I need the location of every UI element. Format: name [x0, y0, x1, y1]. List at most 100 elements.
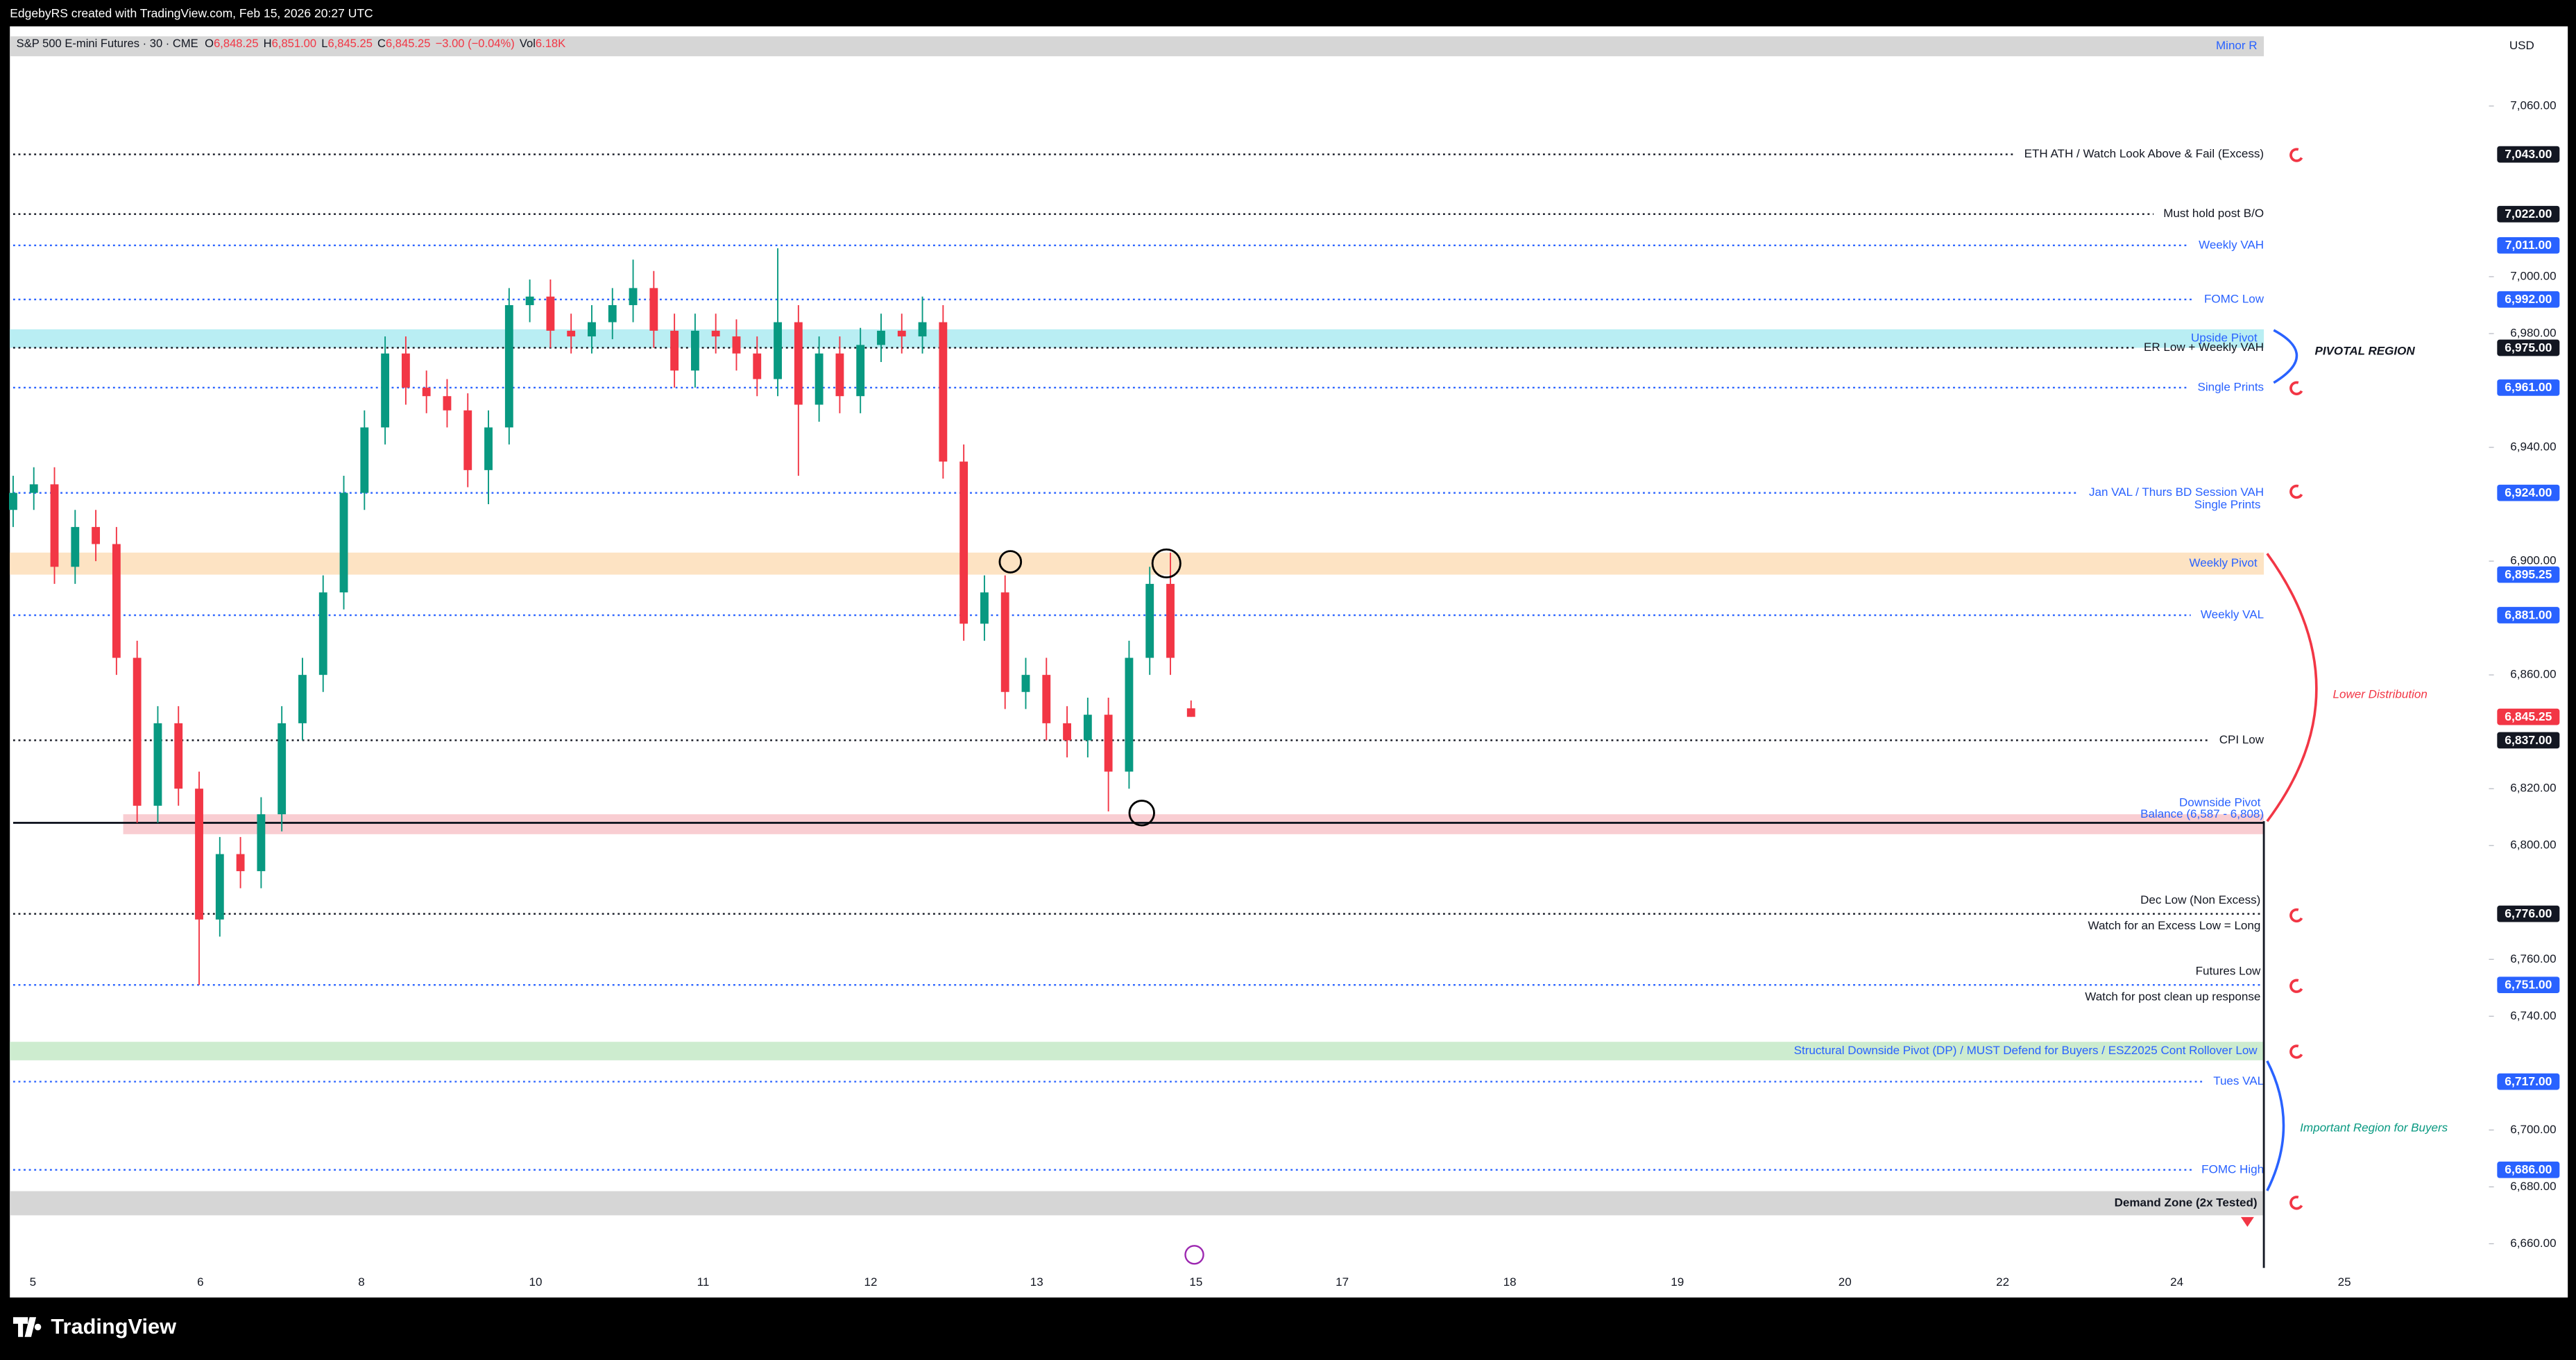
zone [123, 814, 2264, 834]
candle-body [112, 544, 121, 658]
candle-body [278, 723, 287, 815]
level-label: Weekly VAH [2199, 238, 2264, 251]
candle-body [567, 330, 576, 337]
x-tick-label: 8 [358, 1275, 364, 1289]
brand: TradingView [51, 1314, 176, 1339]
y-tick-label: 6,760.00 [2510, 952, 2556, 965]
highlight-circle [998, 550, 1023, 574]
candle-body [835, 353, 844, 397]
candle-body [504, 304, 513, 428]
x-tick-label: 10 [529, 1275, 542, 1289]
zone [10, 552, 2264, 575]
candle-body [649, 288, 658, 331]
price-tag-label: 6,845.25 [2505, 709, 2552, 723]
y-tick-label: 6,820.00 [2510, 782, 2556, 795]
price-tag-label: 6,992.00 [2505, 292, 2552, 306]
annotation: PIVOTAL REGION [2314, 344, 2415, 357]
candle-body [629, 288, 638, 305]
x-tick-label: 5 [30, 1275, 36, 1289]
zone-label: Demand Zone (2x Tested) [2115, 1196, 2258, 1209]
candle-body [1042, 675, 1051, 723]
y-tick-label: 6,900.00 [2510, 554, 2556, 567]
ohlc-key: O [205, 37, 214, 50]
zone-label: Minor R [2216, 39, 2258, 52]
price-tag-label: 6,837.00 [2505, 733, 2552, 747]
candle-body [174, 723, 183, 789]
candle-body [29, 484, 38, 493]
x-tick-label: 18 [1503, 1275, 1517, 1289]
price-tag-label: 6,961.00 [2505, 380, 2552, 394]
annotation: Important Region for Buyers [2300, 1121, 2448, 1134]
candle-body [690, 330, 699, 371]
currency[interactable]: USD [2509, 39, 2534, 52]
candle-body [133, 657, 142, 806]
alerts [2289, 148, 2303, 1210]
level-note: Watch for an Excess Low = Long [2088, 919, 2261, 932]
price-tag-label: 6,776.00 [2505, 906, 2552, 920]
candle-body [1000, 592, 1009, 692]
candle-body [1125, 657, 1134, 772]
level-label: Must hold post B/O [2163, 207, 2264, 220]
candle-body [318, 592, 327, 675]
price-tag-label: 6,924.00 [2505, 485, 2552, 499]
level-label: CPI Low [2219, 733, 2264, 746]
candle-body [443, 396, 452, 411]
event-icon[interactable] [1184, 1245, 1204, 1265]
change: −3.00 (−0.04%) [436, 37, 515, 50]
candle-body [546, 296, 555, 331]
candle-body [1145, 583, 1154, 658]
x-tick-label: 17 [1336, 1275, 1349, 1289]
y-tick-label: 7,060.00 [2510, 98, 2556, 112]
zone [10, 1042, 2264, 1060]
price-tag [2497, 205, 2560, 223]
x-tick-label: 15 [1189, 1275, 1202, 1289]
x-tick-label: 25 [2338, 1275, 2351, 1289]
y-tick-label: 6,940.00 [2510, 440, 2556, 454]
price-tag-label: 6,895.25 [2505, 567, 2552, 581]
level-label: Single Prints [2197, 380, 2264, 393]
level-note: Watch for post clean up response [2085, 990, 2260, 1003]
zone [10, 1191, 2264, 1216]
candle-body [897, 330, 906, 337]
zone [10, 36, 2264, 57]
level-label: Tues VAL [2213, 1074, 2264, 1087]
ohlc-value: 6,845.25 [327, 37, 372, 50]
candle-body [980, 592, 989, 624]
level-label: ETH ATH / Watch Look Above & Fail (Exces… [2024, 147, 2264, 160]
candle-body [1021, 675, 1030, 692]
price-tag [2497, 566, 2560, 583]
y-tick-label: 6,860.00 [2510, 668, 2556, 681]
highlight-circle [1128, 800, 1155, 827]
candle-body [92, 526, 101, 544]
level-label: FOMC High [2201, 1162, 2264, 1176]
bracket [2273, 329, 2298, 384]
candle-body [381, 353, 390, 428]
price-tag [2497, 484, 2560, 501]
level-label: Downside Pivot [2179, 795, 2261, 809]
price-tag-label: 7,022.00 [2505, 207, 2552, 221]
ohlc-key: L [321, 37, 327, 50]
chart-area [10, 26, 2568, 1298]
y-tick-label: 6,700.00 [2510, 1123, 2556, 1136]
price-tag [2497, 1073, 2560, 1090]
candle-body [360, 427, 369, 493]
x-tick-label: 6 [197, 1275, 203, 1289]
price-tag [2497, 905, 2560, 922]
candle-body [215, 854, 224, 920]
candle-body [1104, 714, 1113, 772]
zone-label: Weekly Pivot [2189, 556, 2257, 569]
zone-label: Upside Pivot [2191, 332, 2258, 345]
header: EdgebyRS created with TradingView.com, F… [10, 6, 373, 20]
annotation: Lower Distribution [2333, 687, 2428, 700]
price-tag [2497, 379, 2560, 396]
y-tick-label: 6,680.00 [2510, 1180, 2556, 1193]
axes: 7,060.00 7,000.00 6,980.00 6,940.00 6,900.00… [30, 98, 2557, 1289]
price-tag [2497, 732, 2560, 749]
candle-body [877, 330, 885, 345]
price-tag [2497, 291, 2560, 308]
ohlc-value: 6,845.25 [386, 37, 430, 50]
price-tag [2497, 339, 2560, 356]
candle-body [484, 427, 493, 470]
price-tag [2497, 237, 2560, 254]
